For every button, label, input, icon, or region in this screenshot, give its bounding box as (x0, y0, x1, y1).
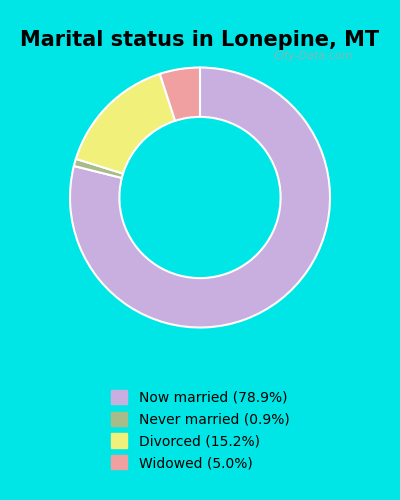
Legend: Now married (78.9%), Never married (0.9%), Divorced (15.2%), Widowed (5.0%): Now married (78.9%), Never married (0.9%… (104, 383, 296, 477)
Text: City-Data.com: City-Data.com (273, 52, 353, 61)
Wedge shape (70, 68, 330, 328)
Wedge shape (76, 74, 175, 174)
Wedge shape (74, 159, 123, 178)
Wedge shape (160, 68, 200, 121)
Text: Marital status in Lonepine, MT: Marital status in Lonepine, MT (20, 30, 380, 50)
